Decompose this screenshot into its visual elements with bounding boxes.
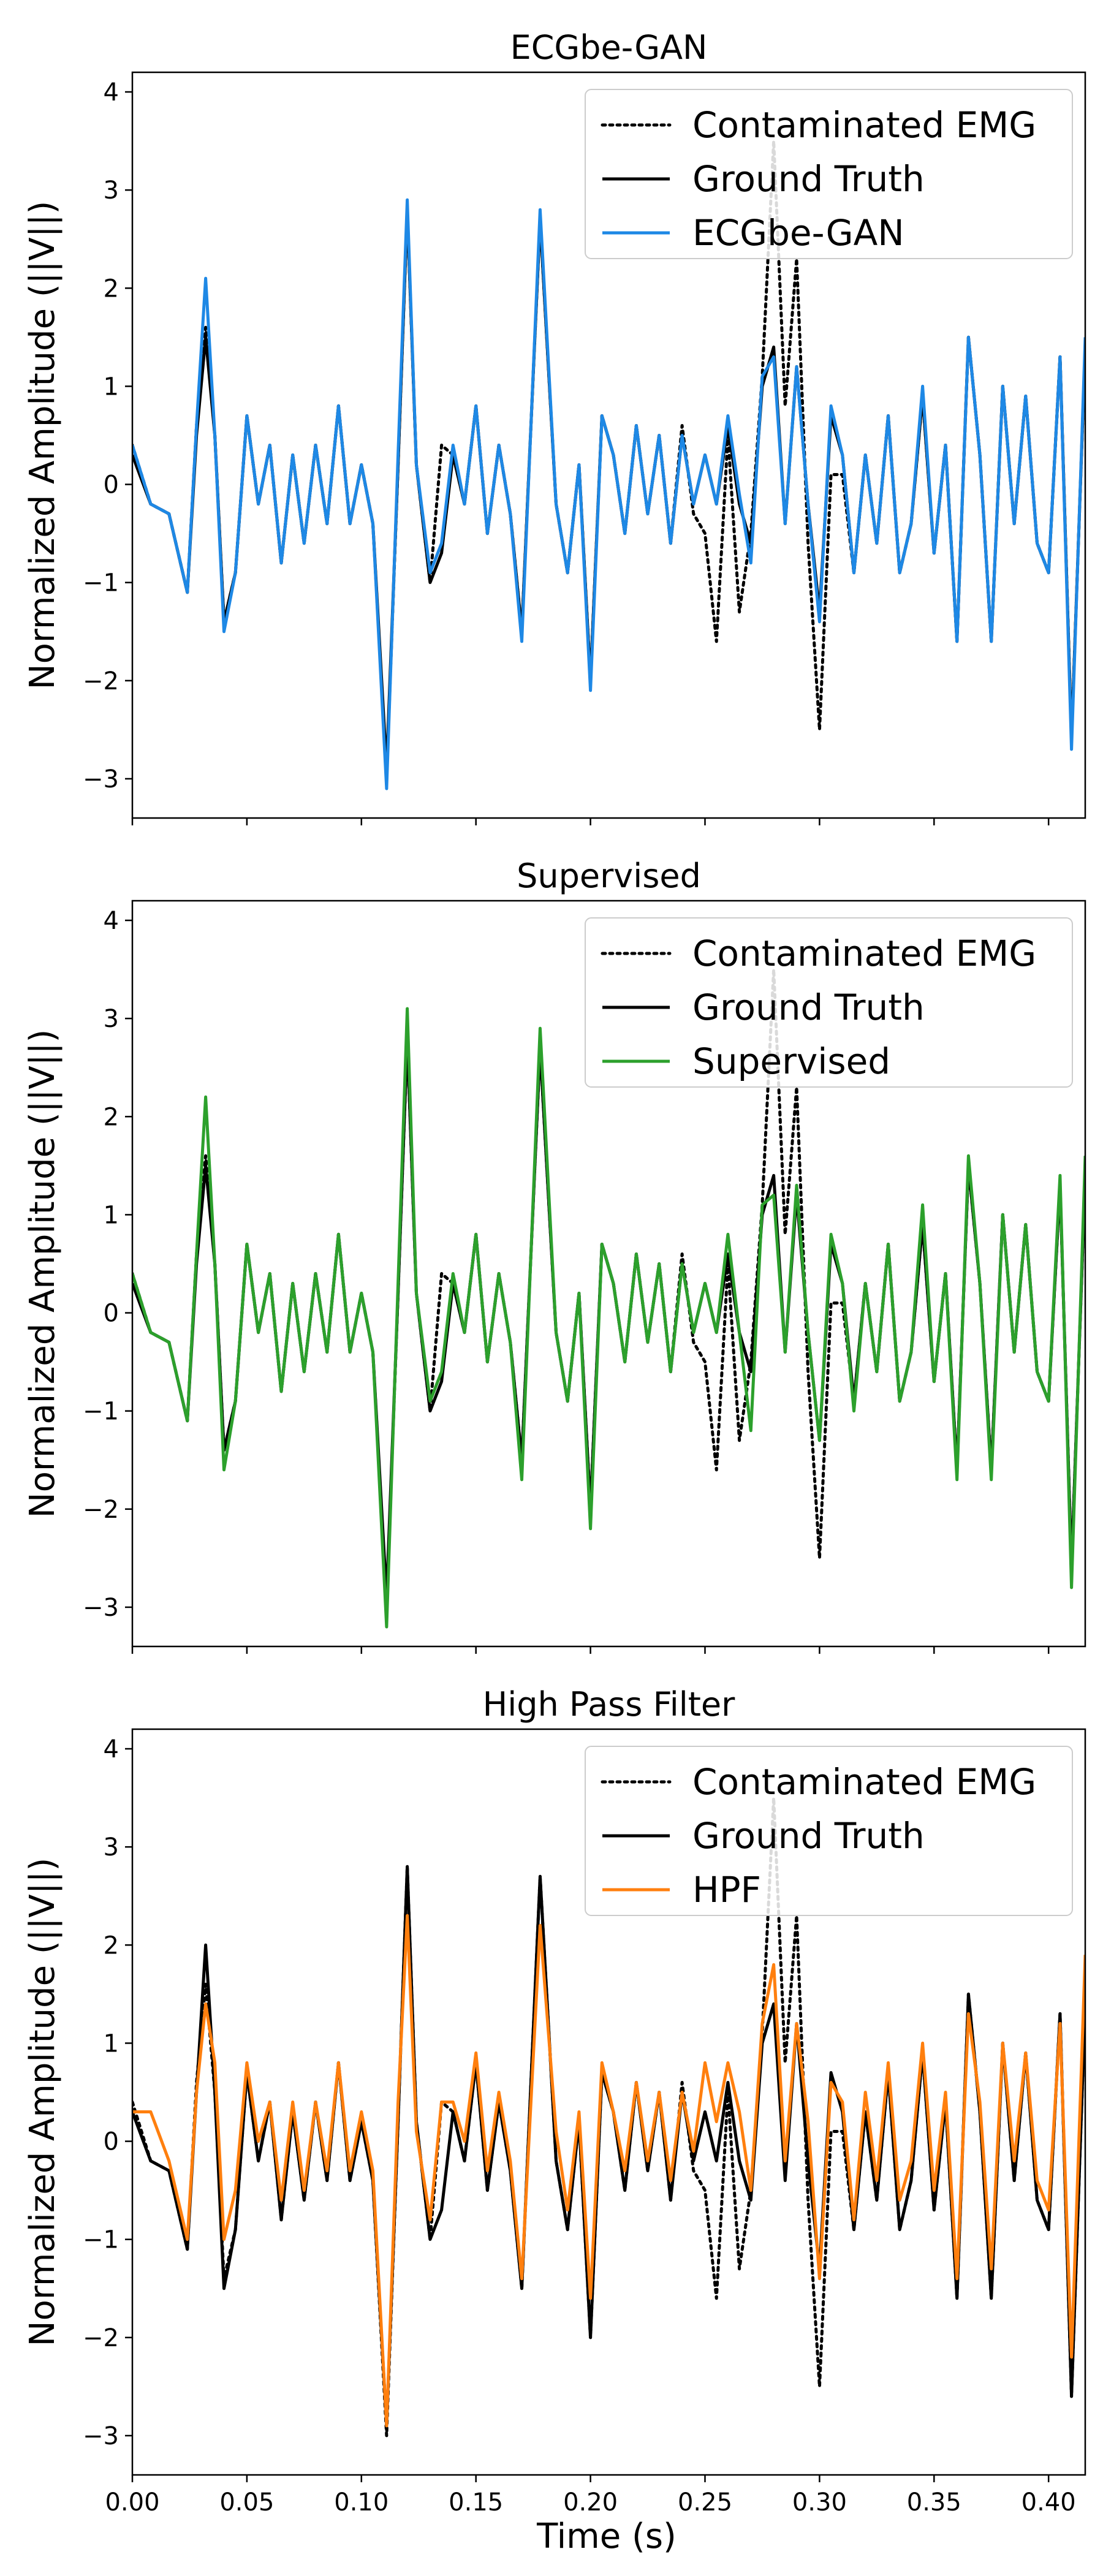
chart-panel-3: High Pass Filter Normalized Amplitude (||…: [23, 1685, 1086, 2517]
legend-entry: Contaminated EMG: [692, 104, 1036, 146]
y-tick-label: −1: [83, 569, 119, 597]
chart-panel-1: ECGbe-GAN Normalized Amplitude (||V||) −3 −…: [23, 28, 1086, 825]
legend-entry: Contaminated EMG: [692, 1761, 1036, 1803]
y-tick-label: 0: [104, 1300, 119, 1328]
legend-entry: Ground Truth: [692, 158, 925, 200]
legend-entry: Ground Truth: [692, 987, 925, 1028]
legend-box: [585, 89, 1073, 259]
legend-box: [585, 917, 1073, 1088]
legend-entry: ECGbe-GAN: [692, 212, 904, 254]
x-tick-label: 0.00: [105, 2488, 159, 2517]
y-tick-label: −3: [83, 1594, 119, 1622]
legend-box: [585, 1746, 1073, 1916]
legend-entry: Supervised: [692, 1040, 890, 1082]
y-tick-label: 0: [104, 2128, 119, 2156]
y-tick-label: 4: [104, 78, 119, 107]
legend: Contaminated EMG Ground Truth ECGbe-GAN: [585, 89, 1073, 259]
x-tick-label: 0.30: [792, 2488, 847, 2517]
y-tick-label: 0: [104, 471, 119, 499]
plot-frame: [131, 71, 1086, 819]
y-tick-label: 2: [104, 1103, 119, 1131]
y-tick-label: 2: [104, 1931, 119, 1960]
legend: Contaminated EMG Ground Truth Supervised: [585, 917, 1073, 1088]
chart-title: High Pass Filter: [483, 1685, 735, 1724]
series-line-hpf: [132, 1914, 1085, 2428]
x-tick-label: 0.40: [1022, 2488, 1076, 2517]
y-tick-label: −1: [83, 2226, 119, 2254]
series-line-ecgbe-gan: [132, 198, 1085, 790]
y-tick-label: 3: [104, 1833, 119, 1862]
legend-entry: Ground Truth: [692, 1815, 925, 1857]
y-tick-label: −2: [83, 2324, 119, 2352]
chart-title: Supervised: [517, 857, 701, 895]
legend-entry: Contaminated EMG: [692, 933, 1036, 974]
y-tick-label: 2: [104, 275, 119, 303]
y-tick-label: −3: [83, 2422, 119, 2450]
y-tick-label: −3: [83, 765, 119, 794]
y-tick-label: 1: [104, 1201, 119, 1229]
x-tick-label: 0.15: [449, 2488, 503, 2517]
y-tick-label: −2: [83, 667, 119, 695]
y-axis-label: Normalized Amplitude (||V||): [23, 1858, 63, 2347]
x-tick-label: 0.35: [907, 2488, 961, 2517]
y-tick-label: 4: [104, 907, 119, 935]
x-axis-label: Time (s): [536, 2517, 677, 2556]
x-tick-label: 0.05: [219, 2488, 274, 2517]
y-tick-label: −2: [83, 1496, 119, 1524]
y-tick-label: −1: [83, 1398, 119, 1426]
y-tick-label: 4: [104, 1735, 119, 1763]
y-tick-label: 3: [104, 176, 119, 205]
chart-title: ECGbe-GAN: [510, 28, 708, 67]
plot-frame: [131, 1728, 1086, 2476]
chart-panel-2: Supervised Normalized Amplitude (||V||) −3…: [23, 857, 1086, 1654]
y-axis-label: Normalized Amplitude (||V||): [23, 201, 63, 690]
y-axis-label: Normalized Amplitude (||V||): [23, 1029, 63, 1518]
plot-frame: [131, 900, 1086, 1648]
y-tick-label: 1: [104, 373, 119, 401]
legend: Contaminated EMG Ground Truth HPF: [585, 1746, 1073, 1916]
y-tick-label: 1: [104, 2029, 119, 2058]
y-tick-label: 3: [104, 1005, 119, 1033]
series-line-supervised: [132, 1007, 1085, 1629]
legend-entry: HPF: [692, 1869, 761, 1911]
x-tick-label: 0.25: [678, 2488, 732, 2517]
x-tick-label: 0.20: [563, 2488, 618, 2517]
x-tick-label: 0.10: [334, 2488, 389, 2517]
